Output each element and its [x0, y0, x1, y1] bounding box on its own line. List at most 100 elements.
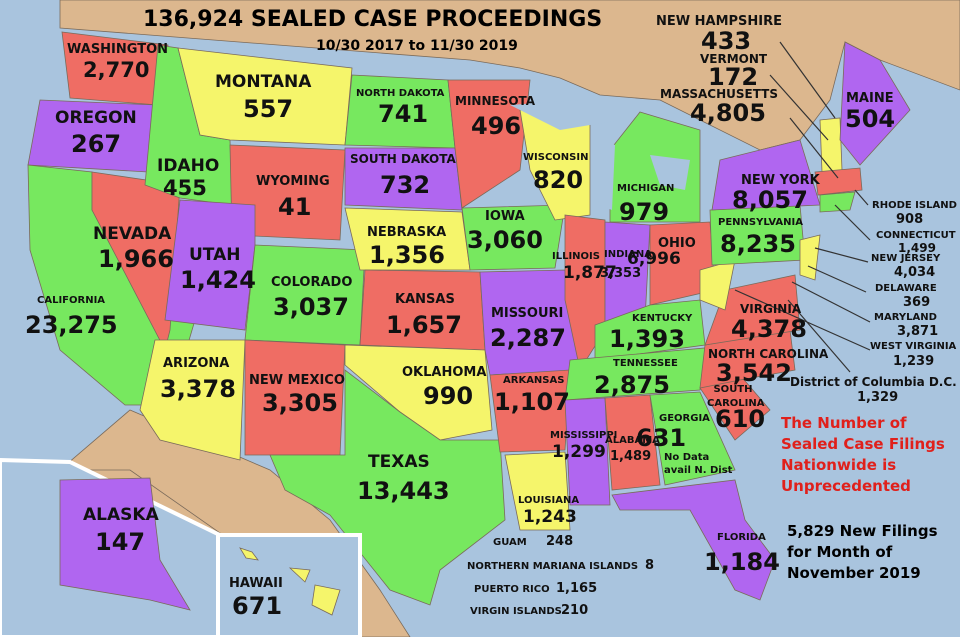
state-kentucky[interactable]	[594, 299, 706, 361]
callout-new-hampshire-name: NEW HAMPSHIRE	[656, 14, 783, 29]
canada-land	[59, 0, 960, 151]
label-kansas-name: KANSAS	[395, 292, 455, 307]
state-connecticut[interactable]	[819, 191, 856, 213]
label-arizona-name: ARIZONA	[163, 356, 230, 371]
callout-rhode-island-value: 908	[896, 212, 924, 227]
lake-superior	[510, 100, 620, 130]
label-florida-value: 1,184	[704, 548, 780, 576]
label-north-carolina-name: NORTH CAROLINA	[708, 347, 829, 361]
state-georgia[interactable]	[649, 391, 736, 486]
page-title: 136,924 SEALED CASE PROCEEDINGS	[143, 7, 603, 32]
state-arizona[interactable]	[139, 339, 246, 461]
leader-west-virginia	[734, 289, 871, 351]
label-south-carolina-name: SOUTH CAROLINA	[707, 384, 765, 409]
label-oregon-name: OREGON	[55, 108, 137, 128]
callout-massachusetts-value: 4,805	[690, 99, 766, 127]
label-mississippi-value: 1,299	[552, 442, 606, 462]
callout-maryland-value: 3,871	[897, 324, 939, 339]
leader-rhode-island	[854, 189, 869, 206]
label-arkansas-name: ARKANSAS	[503, 375, 565, 386]
label-north-carolina-value: 3,542	[716, 359, 792, 387]
label-idaho-name: IDAHO	[157, 156, 220, 176]
callout-vermont-name: VERMONT	[700, 52, 768, 66]
label-wyoming-name: WYOMING	[256, 174, 330, 189]
label-arizona-value: 3,378	[160, 375, 236, 403]
label-kentucky-name: KENTUCKY	[632, 313, 693, 324]
label-alabama-name: ALABAMA	[605, 435, 660, 446]
state-tennessee[interactable]	[564, 347, 706, 401]
label-michigan-name: MICHIGAN	[617, 183, 675, 194]
label-wyoming-value: 41	[278, 193, 312, 221]
note-line: Nationwide is	[781, 456, 897, 474]
label-idaho-value: 455	[163, 176, 207, 200]
state-mississippi[interactable]	[564, 397, 611, 506]
territory-puerto-rico-name: PUERTO RICO	[474, 584, 550, 595]
label-mississippi-name: MISSISSIPPI	[550, 430, 618, 441]
label-illinois-name: ILLINOIS	[552, 251, 600, 262]
callout-west-virginia-value: 1,239	[893, 354, 935, 369]
callout-dc-value: 1,329	[857, 390, 899, 405]
state-iowa[interactable]	[461, 204, 566, 271]
label-south-dakota-value: 732	[380, 171, 431, 199]
new-filings-note: 5,829 New Filings for Month of November …	[787, 521, 938, 584]
state-montana[interactable]	[177, 47, 353, 146]
label-indiana-value: 3,353	[600, 266, 642, 281]
state-utah[interactable]	[164, 199, 256, 331]
label-oklahoma-name: OKLAHOMA	[402, 365, 487, 380]
territory-virgin-islands-value: 210	[561, 603, 589, 618]
label-utah-value: 1,424	[180, 266, 256, 294]
callout-new-jersey-value: 4,034	[894, 265, 936, 280]
label-virginia-name: VIRGINIA	[740, 302, 802, 316]
leader-vermont	[769, 74, 829, 141]
territory-nmi-value: 8	[645, 558, 655, 573]
label-nebraska-name: NEBRASKA	[367, 225, 447, 240]
label-alabama-value: 1,489	[610, 449, 652, 464]
state-alabama[interactable]	[604, 394, 661, 491]
label-north-dakota-value: 741	[378, 100, 429, 128]
state-arkansas[interactable]	[489, 369, 571, 453]
new-filings-line: November 2019	[787, 564, 921, 582]
state-massachusetts[interactable]	[814, 167, 863, 196]
callout-massachusetts-name: MASSACHUSETTS	[660, 87, 778, 101]
callout-connecticut-name: CONNECTICUT	[876, 230, 956, 241]
state-texas[interactable]	[269, 369, 506, 606]
label-illinois-value: 1,877	[563, 263, 617, 283]
label-california-value: 23,275	[25, 311, 118, 339]
label-pennsylvania-name: PENNSYLVANIA	[718, 217, 803, 228]
label-new-york-value: 8,057	[732, 186, 808, 214]
state-alaska[interactable]	[59, 477, 191, 611]
label-new-york-name: NEW YORK	[741, 173, 820, 188]
label-nevada-name: NEVADA	[93, 224, 172, 244]
callout-new-jersey-name: NEW JERSEY	[871, 253, 941, 264]
label-tennessee-value: 2,875	[594, 371, 670, 399]
label-iowa-value: 3,060	[467, 226, 543, 254]
territory-nmi-name: NORTHERN MARIANA ISLANDS	[467, 561, 639, 572]
callout-dc-name: District of Columbia D.C.	[790, 375, 957, 389]
label-texas-value: 13,443	[357, 477, 450, 505]
state-louisiana[interactable]	[504, 451, 571, 531]
state-hawaii[interactable]	[239, 547, 341, 616]
note-line: Sealed Case Filings	[781, 435, 945, 453]
leader-maryland	[791, 281, 871, 323]
date-range: 10/30 2017 to 11/30 2019	[316, 38, 518, 54]
state-minnesota[interactable]	[447, 79, 531, 209]
label-montana-value: 557	[243, 95, 294, 123]
new-filings-line: 5,829 New Filings	[787, 522, 938, 540]
label-minnesota-value: 496	[471, 112, 522, 140]
label-kentucky-value: 1,393	[609, 325, 685, 353]
unprecedented-note: The Number of Sealed Case Filings Nation…	[781, 413, 945, 497]
label-wisconsin-value: 820	[533, 166, 584, 194]
label-wisconsin-name: WISCONSIN	[523, 152, 589, 163]
state-maine[interactable]	[839, 41, 911, 166]
label-pennsylvania-value: 8,235	[720, 230, 796, 258]
state-vermont-nh[interactable]	[819, 117, 843, 173]
territory-virgin-islands-name: VIRGIN ISLANDS	[470, 606, 562, 617]
leader-delaware	[807, 265, 867, 293]
callout-west-virginia-name: WEST VIRGINIA	[870, 341, 957, 352]
state-florida[interactable]	[611, 479, 776, 601]
label-virginia-value: 4,378	[731, 315, 807, 343]
label-hawaii-name: HAWAII	[229, 576, 283, 591]
label-colorado-name: COLORADO	[271, 275, 353, 290]
